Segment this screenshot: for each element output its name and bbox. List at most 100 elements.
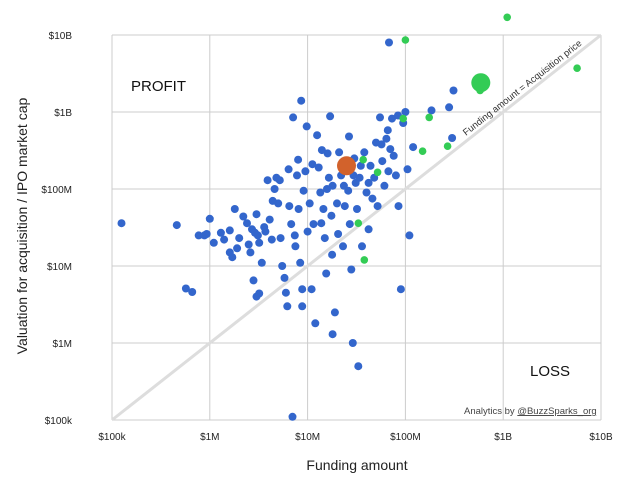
x-tick-label: $100M xyxy=(390,432,421,443)
blue-data-point xyxy=(290,231,299,240)
blue-data-point xyxy=(194,231,203,240)
blue-data-point xyxy=(401,108,410,116)
x-tick-labels: $100k $1M $10M $100M $1B $10B xyxy=(98,432,613,443)
green-data-point xyxy=(573,64,581,72)
blue-data-point xyxy=(302,122,311,131)
blue-data-point xyxy=(296,258,305,267)
blue-data-point xyxy=(389,151,398,160)
blue-data-point xyxy=(297,96,306,105)
blue-data-point xyxy=(364,225,373,234)
blue-data-point xyxy=(252,210,261,219)
blue-data-point xyxy=(403,165,412,174)
blue-data-point xyxy=(188,288,197,296)
blue-data-point xyxy=(275,176,284,185)
blue-data-point xyxy=(276,234,285,243)
blue-data-point xyxy=(255,238,264,247)
green-data-point xyxy=(443,142,452,150)
blue-data-point xyxy=(339,181,348,190)
blue-data-point xyxy=(284,165,293,174)
profit-label: PROFIT xyxy=(131,78,186,95)
loss-label: LOSS xyxy=(530,363,570,380)
blue-data-point xyxy=(317,219,326,228)
blue-data-point xyxy=(323,185,331,193)
blue-data-point xyxy=(376,113,384,122)
blue-data-point xyxy=(243,219,251,228)
y-tick-label: $1B xyxy=(54,108,72,119)
blue-data-point xyxy=(313,131,322,140)
blue-data-point xyxy=(239,212,248,221)
blue-data-point xyxy=(298,285,307,294)
blue-data-point xyxy=(294,155,303,164)
blue-data-point xyxy=(181,284,190,293)
y-tick-label: $10B xyxy=(49,31,73,42)
blue-data-point xyxy=(347,265,356,274)
green-data-point xyxy=(373,168,382,177)
blue-data-point xyxy=(267,235,276,244)
blue-data-point xyxy=(356,161,365,170)
blue-data-point xyxy=(249,276,258,285)
blue-data-point xyxy=(311,319,320,328)
blue-data-point xyxy=(323,149,332,158)
diagonal-line xyxy=(111,33,602,422)
blue-data-point xyxy=(335,148,344,157)
blue-data-point xyxy=(386,145,395,154)
blue-data-point xyxy=(340,202,349,211)
blue-data-point xyxy=(287,220,296,229)
green-data-point xyxy=(359,155,368,164)
x-tick-label: $10M xyxy=(295,432,320,443)
blue-data-point xyxy=(235,234,244,243)
blue-data-point xyxy=(366,161,375,170)
blue-data-point xyxy=(326,112,335,121)
green-data-point xyxy=(471,73,491,93)
y-tick-label: $10M xyxy=(47,262,72,273)
blue-data-point xyxy=(449,86,458,95)
blue-data-point xyxy=(322,269,331,278)
blue-data-point xyxy=(289,113,298,122)
blue-data-point xyxy=(328,330,337,339)
blue-data-point xyxy=(328,250,337,259)
blue-data-point xyxy=(380,181,389,190)
blue-data-point xyxy=(405,231,414,240)
y-tick-label: $1M xyxy=(53,339,72,350)
credit-text: Analytics by @BuzzSparks_org xyxy=(464,406,597,417)
blue-data-point xyxy=(373,202,382,211)
green-data-point xyxy=(418,147,427,155)
blue-data-point xyxy=(396,285,405,294)
blue-data-point xyxy=(305,199,314,208)
blue-data-point xyxy=(220,235,229,244)
blue-data-point xyxy=(251,228,259,237)
blue-data-point xyxy=(314,163,323,172)
blue-data-point xyxy=(427,106,436,115)
blue-data-point xyxy=(353,205,361,213)
y-tick-label: $100k xyxy=(45,416,73,427)
blue-data-point xyxy=(368,194,377,203)
blue-data-point xyxy=(230,205,239,213)
credit-handle[interactable]: @BuzzSparks_org xyxy=(517,406,596,417)
blue-data-point xyxy=(268,196,277,205)
blue-data-point xyxy=(281,288,290,297)
blue-data-point xyxy=(324,173,333,182)
green-data-point xyxy=(425,113,434,122)
green-data-point xyxy=(354,219,363,227)
green-data-point xyxy=(476,86,484,95)
blue-data-point xyxy=(283,302,292,311)
blue-data-point xyxy=(307,285,316,294)
blue-data-point xyxy=(293,171,301,180)
green-data-point xyxy=(503,13,512,22)
blue-data-point xyxy=(278,262,287,270)
blue-data-point xyxy=(355,173,364,182)
x-axis-title: Funding amount xyxy=(306,457,407,473)
blue-data-point xyxy=(334,230,343,238)
blue-data-point xyxy=(257,258,266,267)
credit-prefix: Analytics by xyxy=(464,406,517,417)
blue-data-point xyxy=(409,143,418,152)
blue-data-point xyxy=(301,167,310,176)
blue-data-point xyxy=(339,242,347,251)
blue-data-point xyxy=(354,362,363,371)
blue-data-point xyxy=(333,199,341,208)
x-tick-label: $1M xyxy=(200,432,219,443)
blue-data-point xyxy=(308,160,317,169)
blue-data-point xyxy=(205,214,214,223)
blue-data-point xyxy=(270,185,279,193)
